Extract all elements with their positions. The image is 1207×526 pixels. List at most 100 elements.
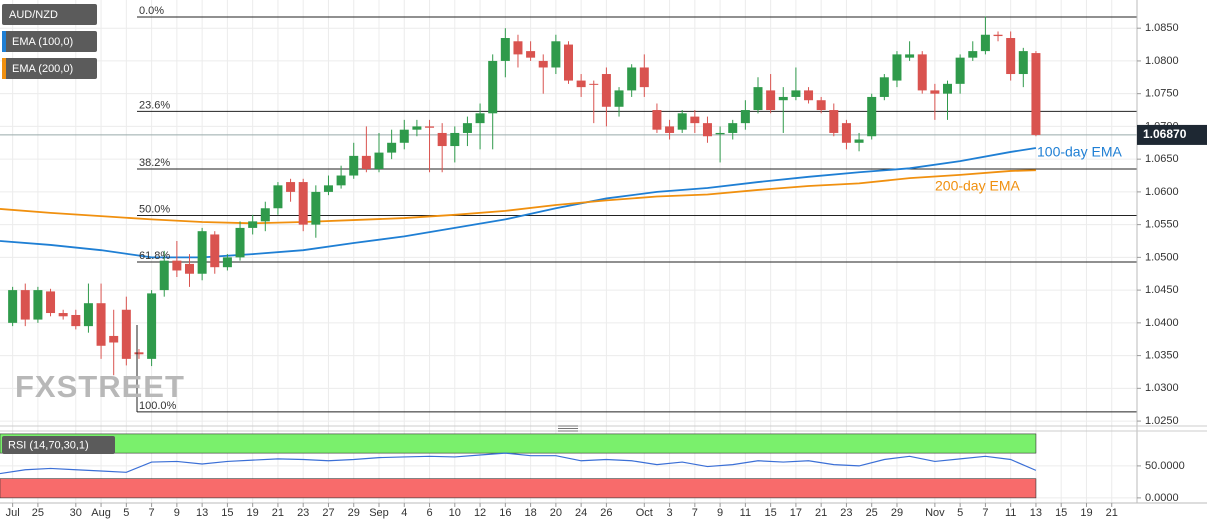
x-tick-label: 21 xyxy=(1106,507,1118,519)
candle-body xyxy=(791,90,801,97)
candle-body xyxy=(20,290,30,320)
y-tick-label: 1.0500 xyxy=(1145,251,1179,263)
candle-body xyxy=(715,132,725,135)
candle-body xyxy=(361,155,371,169)
candle-body xyxy=(222,257,232,268)
candle-body xyxy=(576,80,586,88)
x-tick-label: 9 xyxy=(174,507,180,519)
rsi-band xyxy=(0,478,1037,499)
candle-body xyxy=(614,90,624,107)
candle-body xyxy=(943,83,952,94)
x-tick-label: 6 xyxy=(426,507,432,519)
candle-body xyxy=(33,290,43,320)
rsi-band xyxy=(0,433,1037,454)
candle-body xyxy=(109,335,119,343)
candle-body xyxy=(968,51,978,58)
x-tick-label: 26 xyxy=(600,507,612,519)
candle-body xyxy=(462,123,472,133)
candle-body xyxy=(475,113,485,124)
y-tick-label: 0.0000 xyxy=(1145,492,1179,504)
x-tick-label: 23 xyxy=(840,507,852,519)
series-line xyxy=(0,452,1037,475)
candle-body xyxy=(1018,51,1028,75)
last-price-label: 1.06870 xyxy=(1143,127,1187,141)
x-tick-label: 19 xyxy=(247,507,259,519)
candle-body xyxy=(526,51,536,58)
candle-body xyxy=(336,175,346,186)
fib-label: 61.8% xyxy=(139,250,170,262)
fib-label: 38.2% xyxy=(139,157,170,169)
candle-body xyxy=(488,60,498,114)
y-tick-label: 1.0650 xyxy=(1145,153,1179,165)
last-price-box xyxy=(1137,124,1207,145)
y-tick-label: 1.0250 xyxy=(1145,415,1179,427)
x-tick-label: 29 xyxy=(891,507,903,519)
x-tick-label: 27 xyxy=(322,507,334,519)
candle-body xyxy=(652,110,662,130)
candle-body xyxy=(374,152,384,169)
y-tick-label: 1.0850 xyxy=(1145,22,1179,34)
watermark: FXSTREET xyxy=(15,369,185,404)
candle-body xyxy=(248,221,258,228)
candle-body xyxy=(412,126,422,130)
x-tick-label: 21 xyxy=(815,507,827,519)
candle-body xyxy=(551,41,561,68)
x-tick-label: 9 xyxy=(717,507,723,519)
legend-box xyxy=(2,58,97,79)
candle-body xyxy=(1006,38,1016,75)
candle-body xyxy=(993,34,1003,37)
annotation: 200-day EMA xyxy=(935,178,1020,194)
overlay-layer: Jul 25 30 Aug 5 7 9 13 15 19 21 23 27 29 Sep 4 6 10 12 16 18… xyxy=(6,5,1207,519)
x-tick-label: 25 xyxy=(866,507,878,519)
y-tick-label: 50.0000 xyxy=(1145,460,1185,472)
candle-body xyxy=(639,67,649,88)
candle-body xyxy=(564,44,573,81)
fib-label: 100.0% xyxy=(139,400,177,412)
candle-body xyxy=(83,303,93,327)
legend: AUD/NZD EMA (100,0) EMA (200,0) xyxy=(2,4,97,79)
candle-body xyxy=(627,67,637,91)
x-tick-label: 10 xyxy=(449,507,461,519)
fib-label: 0.0% xyxy=(139,5,164,17)
candle-body xyxy=(210,234,220,268)
candle-body xyxy=(172,260,182,271)
y-tick-label: 1.0800 xyxy=(1145,55,1179,67)
candle-body xyxy=(273,185,283,209)
y-tick-label: 1.0450 xyxy=(1145,284,1179,296)
candle-body xyxy=(601,74,611,107)
candle-body xyxy=(702,123,712,137)
candle-body xyxy=(500,38,510,61)
y-tick-label: 1.0550 xyxy=(1145,219,1179,231)
annotation: 100-day EMA xyxy=(1037,144,1122,160)
candle-body xyxy=(450,132,460,147)
candle-body xyxy=(46,291,56,314)
candle-body xyxy=(387,142,397,153)
candle-body xyxy=(298,182,308,225)
candle-body xyxy=(134,352,144,355)
candle-body xyxy=(185,263,194,274)
x-tick-label: Sep xyxy=(369,507,389,519)
x-tick-label: 5 xyxy=(957,507,963,519)
x-tick-label: 11 xyxy=(1005,507,1016,519)
candle-body xyxy=(665,126,675,133)
x-tick-label: 7 xyxy=(692,507,698,519)
x-tick-label: 24 xyxy=(575,507,587,519)
legend-box xyxy=(2,4,97,25)
x-tick-label: 4 xyxy=(401,507,407,519)
legend-label: EMA (200,0) xyxy=(12,63,73,75)
x-tick-label: 29 xyxy=(348,507,360,519)
candle-body xyxy=(829,110,839,133)
x-tick-label: 11 xyxy=(740,507,751,519)
x-tick-label: 23 xyxy=(297,507,309,519)
candle-body xyxy=(677,113,687,130)
candle-body xyxy=(892,54,902,81)
x-tick-label: 17 xyxy=(790,507,802,519)
x-tick-label: 13 xyxy=(1030,507,1042,519)
y-tick-label: 1.0750 xyxy=(1145,88,1179,100)
candle-body xyxy=(323,185,333,192)
splitter-handle[interactable] xyxy=(558,425,578,432)
x-tick-label: 16 xyxy=(499,507,511,519)
candle-body xyxy=(804,90,814,101)
x-tick-label: 15 xyxy=(1055,507,1067,519)
